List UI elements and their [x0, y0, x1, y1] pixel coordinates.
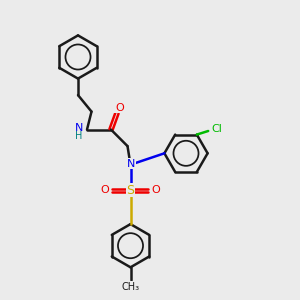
Text: N: N: [74, 123, 83, 133]
Text: S: S: [127, 184, 134, 197]
Text: N: N: [127, 159, 135, 169]
Text: O: O: [115, 103, 124, 113]
Text: Cl: Cl: [211, 124, 222, 134]
Text: H: H: [75, 131, 82, 141]
Text: O: O: [152, 185, 160, 195]
Text: CH₃: CH₃: [122, 281, 140, 292]
Text: O: O: [100, 185, 109, 195]
